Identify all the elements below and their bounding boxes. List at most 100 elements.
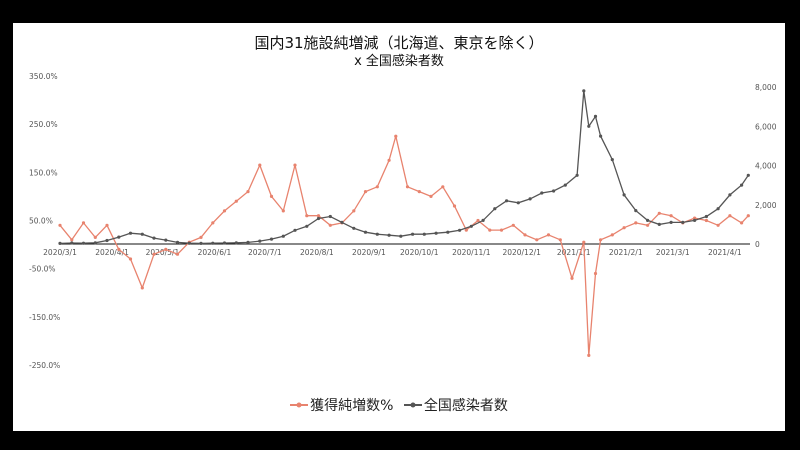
data-point-series-2 xyxy=(128,231,133,235)
legend-item-series1: 獲得純増数% xyxy=(290,395,393,415)
series-line-2 xyxy=(59,90,749,245)
data-point-series-1 xyxy=(646,223,650,227)
data-point-series-2 xyxy=(704,214,709,219)
y-left-tick-label: -50.0% xyxy=(29,265,56,274)
data-point-series-2 xyxy=(269,237,274,241)
x-tick-label: 2021/4/1 xyxy=(708,248,742,257)
legend: 獲得純増数% 全国感染者数 xyxy=(13,395,785,415)
data-point-series-1 xyxy=(140,286,144,290)
chart-subtitle: x 全国感染者数 xyxy=(354,54,444,69)
y-left-tick-label: -250.0% xyxy=(29,361,60,370)
data-point-series-1 xyxy=(546,233,551,237)
data-point-series-2 xyxy=(681,220,685,224)
data-point-series-1 xyxy=(258,163,262,167)
data-point-series-1 xyxy=(363,190,368,194)
data-point-series-2 xyxy=(505,199,509,203)
x-tick-label: 2021/2/1 xyxy=(609,248,643,257)
x-tick-label: 2020/3/1 xyxy=(43,248,77,257)
data-point-series-2 xyxy=(540,191,544,195)
data-point-series-2 xyxy=(234,241,238,245)
data-point-series-2 xyxy=(258,239,262,243)
data-point-series-1 xyxy=(81,221,86,225)
data-point-series-1 xyxy=(582,240,586,244)
data-point-series-2 xyxy=(516,201,520,205)
x-tick-label: 2020/7/1 xyxy=(248,248,282,257)
data-point-series-1 xyxy=(693,216,697,220)
x-tick-label: 2020/5/1 xyxy=(146,248,180,257)
data-point-series-1 xyxy=(316,214,321,218)
data-point-series-1 xyxy=(222,209,227,213)
data-point-series-2 xyxy=(740,183,744,187)
data-point-series-1 xyxy=(175,252,180,256)
data-point-series-2 xyxy=(458,228,462,232)
y-left-tick-label: 350.0% xyxy=(29,72,58,81)
data-point-series-1 xyxy=(535,238,539,242)
legend-item-series2: 全国感染者数 xyxy=(403,395,508,415)
x-tick-label: 2020/12/1 xyxy=(502,248,541,257)
data-point-series-1 xyxy=(488,228,492,232)
data-point-series-1 xyxy=(211,221,215,225)
data-point-series-2 xyxy=(363,230,368,234)
y-left-tick-label: -150.0% xyxy=(29,313,60,322)
data-point-series-2 xyxy=(434,231,438,235)
legend-label-series1: 獲得純増数% xyxy=(310,398,394,414)
data-point-series-1 xyxy=(669,214,673,218)
legend-series1-icon xyxy=(290,402,309,408)
data-point-series-2 xyxy=(446,230,450,234)
data-point-series-1 xyxy=(429,194,433,198)
data-point-series-1 xyxy=(746,214,750,218)
chart-panel: 350.0% 250.0% 150.0% 50.0% -50.0% -150.0% -250… xyxy=(13,23,785,431)
data-point-series-2 xyxy=(746,173,750,177)
data-point-series-2 xyxy=(81,241,86,245)
data-point-series-2 xyxy=(582,89,586,93)
data-point-series-2 xyxy=(716,207,720,211)
data-point-series-1 xyxy=(387,158,391,162)
data-point-series-1 xyxy=(728,214,732,218)
data-point-series-2 xyxy=(634,209,638,213)
data-point-series-2 xyxy=(728,193,732,197)
x-tick-label: 2020/6/1 xyxy=(198,248,232,257)
data-point-series-2 xyxy=(528,197,532,201)
data-point-series-2 xyxy=(481,218,485,222)
data-point-series-2 xyxy=(411,232,415,236)
data-point-series-2 xyxy=(117,235,121,239)
data-point-series-1 xyxy=(523,233,527,237)
chart-title: 国内31施設純増減（北海道、東京を除く） xyxy=(254,34,544,52)
data-point-series-1 xyxy=(716,223,720,227)
data-point-series-2 xyxy=(552,189,556,193)
data-point-series-1 xyxy=(293,163,297,167)
data-point-series-2 xyxy=(669,220,673,224)
data-point-series-1 xyxy=(610,233,614,237)
data-point-series-2 xyxy=(70,241,74,245)
data-point-series-1 xyxy=(70,238,74,242)
data-point-series-1 xyxy=(269,194,274,198)
data-point-series-2 xyxy=(646,218,650,222)
data-point-series-1 xyxy=(558,238,562,242)
data-point-series-1 xyxy=(657,211,661,215)
x-tick-label: 2020/11/1 xyxy=(452,248,491,257)
data-point-series-1 xyxy=(246,190,250,194)
data-point-series-1 xyxy=(105,223,109,227)
x-tick-label: 2021/3/1 xyxy=(656,248,690,257)
chart-svg: 350.0% 250.0% 150.0% 50.0% -50.0% -150.0% -250… xyxy=(29,72,777,370)
data-point-series-2 xyxy=(140,232,144,236)
data-point-series-2 xyxy=(164,238,168,242)
data-point-series-2 xyxy=(422,232,426,236)
data-point-series-2 xyxy=(93,241,97,245)
data-point-series-2 xyxy=(340,220,344,224)
data-point-series-1 xyxy=(740,221,744,225)
data-point-series-1 xyxy=(375,185,379,189)
data-point-series-2 xyxy=(693,218,697,222)
y-left-tick-label: 50.0% xyxy=(29,217,53,226)
legend-label-series2: 全国感染者数 xyxy=(423,398,508,414)
data-point-series-2 xyxy=(246,240,250,244)
data-point-series-1 xyxy=(128,257,133,261)
data-point-series-2 xyxy=(105,238,109,243)
y-left-tick-label: 250.0% xyxy=(29,120,58,129)
data-point-series-1 xyxy=(352,209,356,213)
data-point-series-2 xyxy=(610,158,614,162)
data-point-series-1 xyxy=(634,221,638,225)
data-point-series-1 xyxy=(305,214,309,218)
data-point-series-2 xyxy=(293,228,297,232)
data-point-series-2 xyxy=(399,234,403,238)
